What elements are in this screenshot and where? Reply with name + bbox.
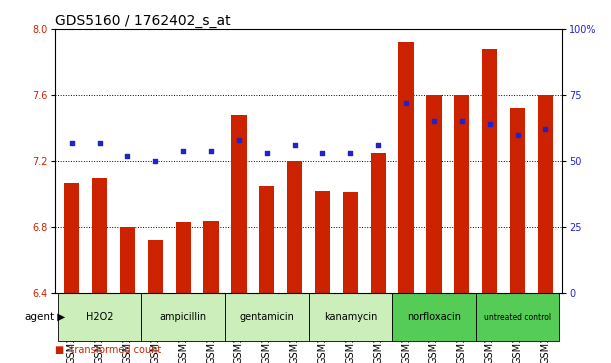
Point xyxy=(123,153,133,159)
Point xyxy=(429,119,439,125)
Bar xyxy=(343,192,358,293)
Text: gentamicin: gentamicin xyxy=(240,312,294,322)
Text: GDS5160 / 1762402_s_at: GDS5160 / 1762402_s_at xyxy=(55,14,230,28)
Point xyxy=(290,142,299,148)
Bar xyxy=(538,95,553,293)
Bar xyxy=(58,293,141,341)
Point xyxy=(345,150,355,156)
Bar xyxy=(426,95,442,293)
Bar xyxy=(454,95,469,293)
Bar xyxy=(309,293,392,341)
Bar xyxy=(141,293,225,341)
Point xyxy=(457,119,467,125)
Text: ampicillin: ampicillin xyxy=(159,312,207,322)
Point xyxy=(485,121,494,127)
Point xyxy=(373,142,383,148)
Text: kanamycin: kanamycin xyxy=(324,312,377,322)
Bar xyxy=(92,178,108,293)
Bar xyxy=(231,115,247,293)
Bar xyxy=(120,227,135,293)
Bar xyxy=(287,161,302,293)
Bar xyxy=(259,186,274,293)
Bar xyxy=(203,221,219,293)
Point xyxy=(178,148,188,154)
Point xyxy=(150,158,160,164)
Text: norfloxacin: norfloxacin xyxy=(407,312,461,322)
Bar xyxy=(148,240,163,293)
Point xyxy=(206,148,216,154)
Text: untreated control: untreated control xyxy=(484,313,551,322)
Bar xyxy=(510,108,525,293)
Bar xyxy=(225,293,309,341)
Bar xyxy=(476,293,559,341)
Point xyxy=(95,140,104,146)
Bar xyxy=(315,191,330,293)
Text: ▶: ▶ xyxy=(54,312,65,322)
Bar xyxy=(175,222,191,293)
Point xyxy=(234,137,244,143)
Text: agent: agent xyxy=(24,312,54,322)
Point xyxy=(262,150,272,156)
Point xyxy=(541,127,551,132)
Bar xyxy=(398,42,414,293)
Bar xyxy=(370,153,386,293)
Text: ■  transformed count: ■ transformed count xyxy=(55,345,161,355)
Bar xyxy=(64,183,79,293)
Point xyxy=(401,100,411,106)
Point xyxy=(513,132,522,138)
Bar xyxy=(392,293,476,341)
Bar xyxy=(482,49,497,293)
Text: H2O2: H2O2 xyxy=(86,312,113,322)
Point xyxy=(318,150,327,156)
Point xyxy=(67,140,76,146)
